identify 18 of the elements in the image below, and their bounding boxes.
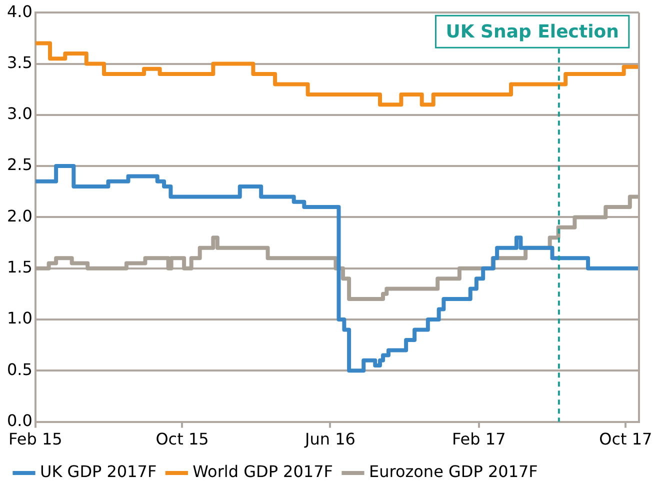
y-tick-label: 2.0 [6, 206, 32, 226]
y-tick-label: 3.5 [6, 52, 32, 72]
x-tick-label: Oct 17 [599, 430, 652, 449]
x-tick-label: Feb 15 [8, 430, 62, 449]
y-tick-label: 4.0 [6, 2, 32, 21]
y-tick-label: 0.5 [6, 360, 32, 379]
y-tick-label: 0.0 [6, 410, 32, 430]
y-tick-label: 2.5 [6, 155, 32, 174]
y-tick-label: 1.5 [6, 258, 32, 277]
legend-label: World GDP 2017F [192, 462, 333, 482]
y-tick-label: 3.0 [6, 104, 32, 124]
legend-label: Eurozone GDP 2017F [368, 462, 538, 482]
ref-line-label: UK Snap Election [446, 21, 619, 42]
x-tick-label: Feb 17 [452, 430, 506, 449]
y-tick-label: 1.0 [6, 308, 32, 328]
legend-label: UK GDP 2017F [40, 462, 157, 482]
x-tick-label: Jun 16 [304, 430, 356, 449]
x-tick-label: Oct 15 [156, 430, 209, 449]
